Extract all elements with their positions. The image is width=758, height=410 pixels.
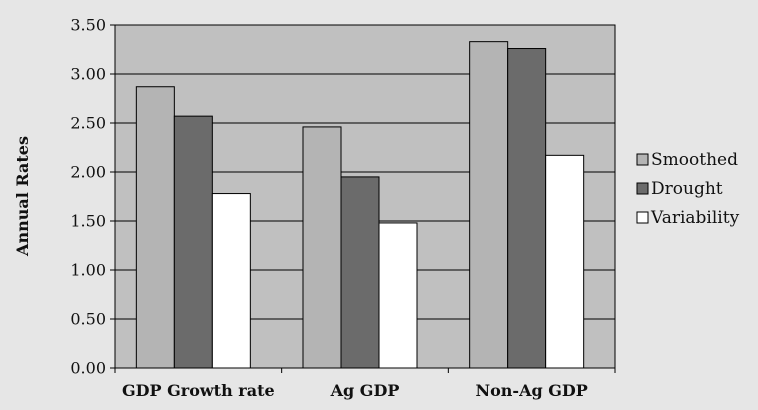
y-tick-label: 1.00 [70, 261, 106, 280]
legend-label-drought: Drought [651, 179, 723, 199]
x-axis-labels: GDP Growth rate Ag GDP Non-Ag GDP [114, 368, 616, 400]
x-category-label: Ag GDP [330, 381, 400, 400]
legend-swatch-variability [636, 211, 649, 224]
bar-drought-1 [173, 115, 213, 369]
bar-drought-3 [507, 48, 547, 369]
bars [135, 41, 585, 369]
bar-drought-2 [340, 176, 380, 369]
bar-variability-1 [211, 193, 251, 369]
y-axis-title: Annual Rates [13, 136, 32, 257]
bar-variability-2 [378, 222, 418, 369]
bar-smoothed-3 [469, 41, 509, 369]
legend-label-variability: Variability [650, 208, 740, 228]
bar-smoothed-2 [302, 126, 342, 369]
y-tick-label: 3.00 [70, 65, 106, 84]
legend-swatch-smoothed [636, 153, 649, 166]
y-tick-label: 0.00 [70, 359, 106, 378]
legend-swatch-drought [636, 182, 649, 195]
y-tick-label: 2.00 [70, 163, 106, 182]
x-category-label: GDP Growth rate [122, 381, 275, 400]
legend-label-smoothed: Smoothed [651, 150, 738, 170]
y-tick-label: 3.50 [70, 16, 106, 35]
y-tick-label: 1.50 [70, 212, 106, 231]
x-category-label: Non-Ag GDP [476, 381, 588, 400]
y-tick-label: 0.50 [70, 310, 106, 329]
bar-smoothed-1 [135, 86, 175, 369]
legend: Smoothed Drought Variability [636, 150, 740, 228]
y-tick-label: 2.50 [70, 114, 106, 133]
bar-variability-3 [545, 154, 585, 369]
y-axis-ticks: 0.00 0.50 1.00 1.50 2.00 2.50 3.00 3.50 [70, 16, 115, 378]
